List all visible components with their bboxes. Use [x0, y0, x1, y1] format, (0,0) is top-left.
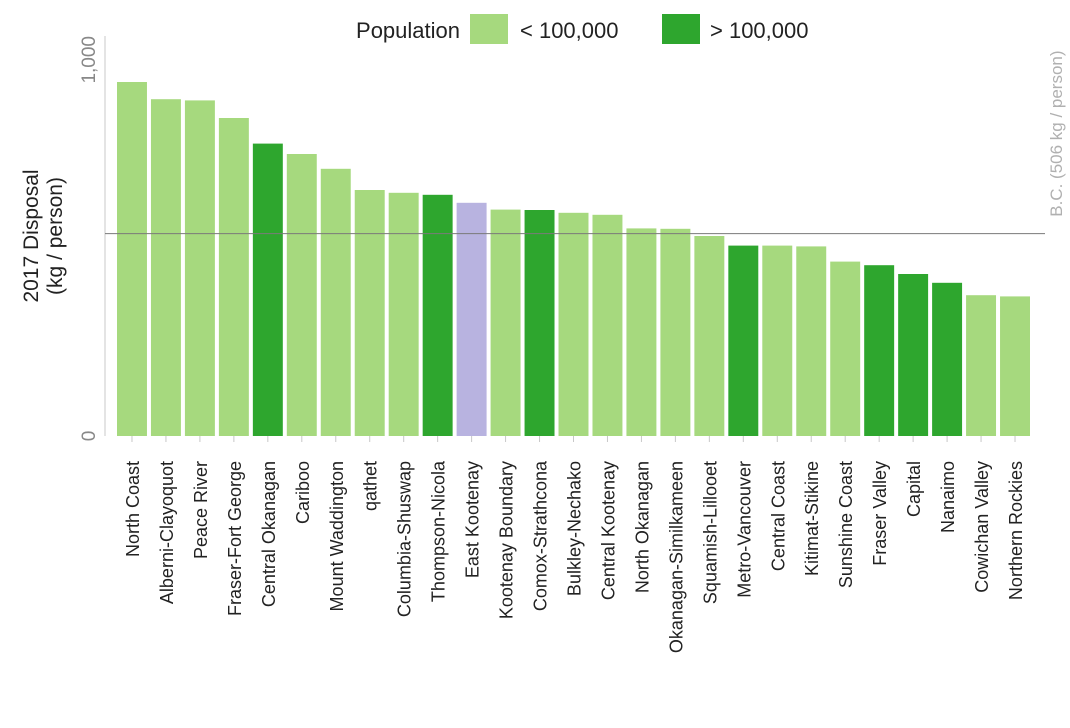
legend-label-small: < 100,000 [520, 18, 618, 43]
bar [218, 118, 249, 436]
legend-label-large: > 100,000 [710, 18, 808, 43]
x-tick-label: North Okanagan [632, 461, 652, 593]
x-tick-label: Cowichan Valley [972, 461, 992, 593]
bar [422, 194, 453, 436]
y-axis-title-line2: (kg / person) [44, 177, 67, 295]
bar [150, 99, 181, 436]
bar [320, 168, 351, 437]
legend: Population < 100,000 > 100,000 [356, 14, 808, 44]
legend-swatch-large [662, 14, 700, 44]
bar [388, 192, 419, 436]
x-tick-label: Kitimat-Stikine [802, 461, 822, 576]
x-tick-label: Peace River [191, 461, 211, 559]
bar [626, 228, 657, 436]
x-tick-label: Alberni-Clayoquot [157, 461, 177, 604]
y-axis-title-line1: 2017 Disposal [20, 169, 43, 302]
bar [694, 236, 725, 436]
x-tick-label: Fraser Valley [870, 461, 890, 566]
x-tick-label: Kootenay Boundary [497, 461, 517, 619]
x-tick-label: Cariboo [293, 461, 313, 524]
x-tick-label: East Kootenay [463, 461, 483, 578]
bar [762, 245, 793, 436]
bar [864, 265, 895, 436]
bar [117, 82, 147, 436]
x-tick-label: Squamish-Lillooet [700, 461, 720, 604]
bar [490, 209, 521, 436]
x-tick-label: Central Coast [768, 461, 788, 571]
x-tick-label: Northern Rockies [1006, 461, 1026, 600]
bar [456, 202, 487, 436]
x-tick-label: Bulkley-Nechako [565, 461, 585, 596]
bar [966, 295, 997, 436]
x-tick-label: Central Okanagan [259, 461, 279, 607]
y-tick-label-min: 0 [79, 431, 100, 442]
bar [796, 246, 827, 436]
bar [932, 282, 963, 436]
x-tick-label: Mount Waddington [327, 461, 347, 611]
bc-reference-label: B.C. (506 kg / person) [1047, 50, 1066, 216]
x-tick-label: Okanagan-Similkameen [666, 461, 686, 653]
y-axis-title: 2017 Disposal (kg / person) [20, 169, 67, 302]
y-tick-label-max: 1,000 [79, 36, 100, 84]
x-tick-label: Fraser-Fort George [225, 461, 245, 616]
x-tick-label: Sunshine Coast [836, 461, 856, 588]
legend-swatch-small [470, 14, 508, 44]
x-tick-label: Thompson-Nicola [429, 460, 449, 602]
bars-group [117, 82, 1030, 437]
bar [524, 210, 555, 436]
bar [1000, 296, 1030, 436]
x-tick-label: Central Kootenay [598, 461, 618, 600]
bar [728, 245, 759, 436]
bar [286, 154, 317, 436]
x-tick-label: Capital [904, 461, 924, 517]
x-tick-label: Nanaimo [938, 461, 958, 533]
x-tick-label: North Coast [123, 461, 143, 557]
x-tick-label: qathet [361, 461, 381, 511]
x-tick-label: Columbia-Shuswap [395, 461, 415, 617]
x-tick-labels: North Coast Alberni-Clayoquot Peace River F… [123, 436, 1026, 653]
bar [252, 143, 283, 436]
bar [898, 274, 929, 436]
bar [592, 214, 623, 436]
bar [354, 190, 385, 436]
x-tick-label: Metro-Vancouver [734, 461, 754, 598]
bar [660, 228, 691, 436]
x-tick-label: Comox-Strathcona [531, 460, 551, 611]
bar [830, 261, 861, 436]
bar [558, 212, 589, 436]
bar [184, 100, 215, 437]
legend-title: Population [356, 18, 460, 43]
